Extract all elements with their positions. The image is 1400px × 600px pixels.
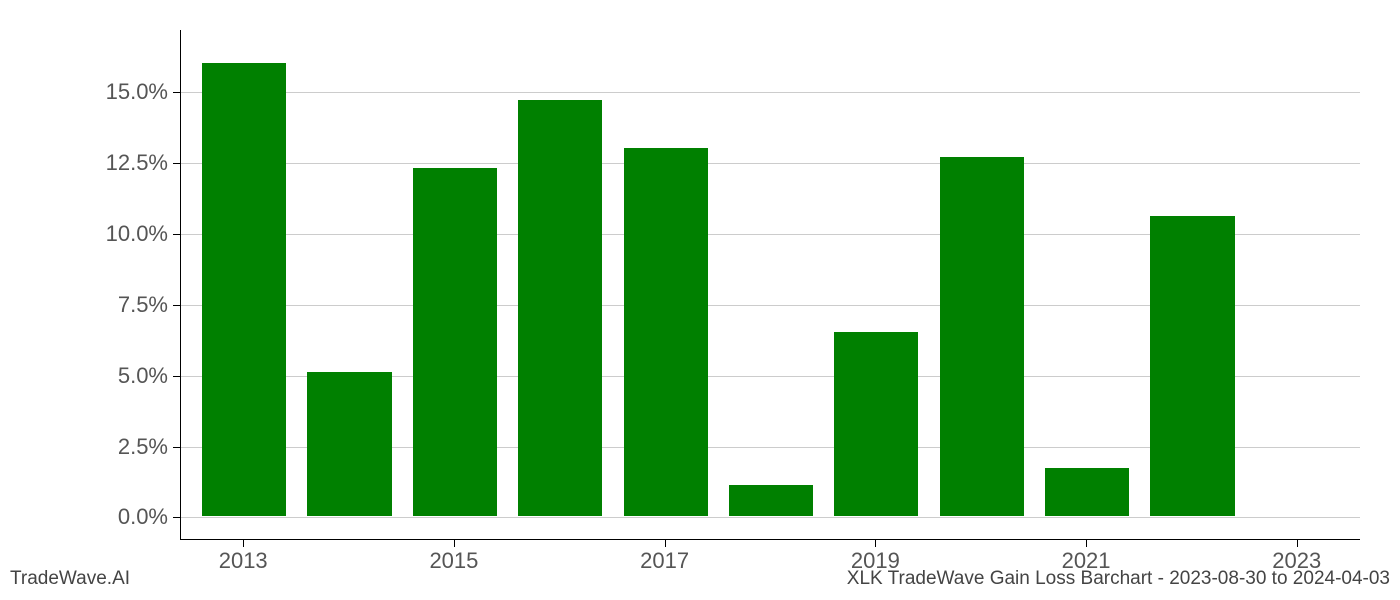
x-tick-mark [454,540,455,547]
y-tick-mark [173,234,180,235]
y-tick-label: 5.0% [68,363,168,389]
bar [1150,216,1234,516]
x-tick-mark [1297,540,1298,547]
x-tick-label: 2013 [219,548,268,574]
y-tick-mark [173,163,180,164]
x-tick-mark [665,540,666,547]
bar [1045,468,1129,516]
x-tick-mark [1086,540,1087,547]
bar [202,63,286,516]
y-tick-label: 7.5% [68,292,168,318]
footer-caption: XLK TradeWave Gain Loss Barchart - 2023-… [847,568,1390,590]
y-tick-label: 10.0% [68,221,168,247]
gridline [181,163,1360,164]
bar [307,372,391,517]
x-tick-mark [875,540,876,547]
chart-container: 201320152017201920212023 [180,30,1360,540]
y-tick-mark [173,376,180,377]
y-tick-mark [173,305,180,306]
y-tick-label: 15.0% [68,79,168,105]
plot-area [180,30,1360,540]
bar [624,148,708,516]
y-tick-mark [173,517,180,518]
footer-brand: TradeWave.AI [10,568,130,590]
bar [518,100,602,517]
bar [834,332,918,516]
gridline [181,92,1360,93]
y-tick-mark [173,447,180,448]
x-tick-mark [243,540,244,547]
y-tick-label: 12.5% [68,150,168,176]
y-tick-label: 2.5% [68,434,168,460]
bar [413,168,497,517]
gridline [181,517,1360,518]
bar [729,485,813,516]
x-tick-label: 2017 [640,548,689,574]
x-tick-label: 2015 [429,548,478,574]
y-tick-label: 0.0% [68,504,168,530]
bar [940,157,1024,517]
y-tick-mark [173,92,180,93]
